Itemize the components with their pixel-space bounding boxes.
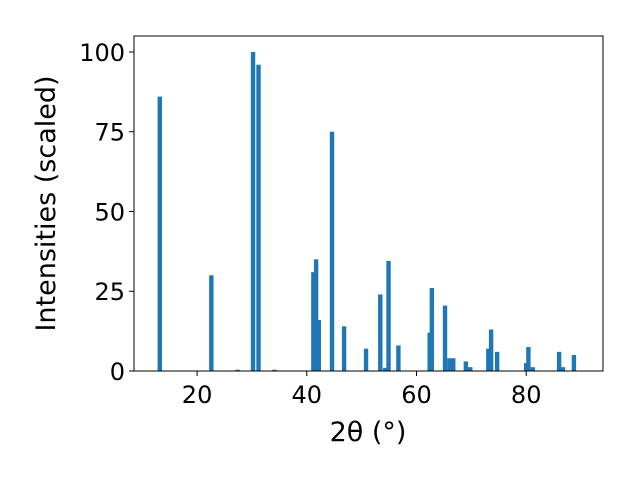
y-axis-label: Intensities (scaled) bbox=[31, 75, 62, 331]
bar-9 bbox=[329, 131, 335, 371]
bar-4 bbox=[256, 64, 261, 372]
bar-3 bbox=[250, 51, 256, 371]
y-tick-label: 0 bbox=[110, 358, 125, 386]
bar-17 bbox=[429, 288, 435, 371]
bar-5 bbox=[272, 369, 277, 371]
x-tick-label: 40 bbox=[292, 381, 323, 409]
bar-24 bbox=[488, 329, 494, 371]
x-axis-ticks: 20 40 60 80 bbox=[182, 371, 542, 409]
bar-12 bbox=[378, 294, 383, 371]
bar-22 bbox=[468, 367, 473, 371]
bar-11 bbox=[363, 348, 369, 371]
bar-30 bbox=[560, 367, 566, 371]
bar-23 bbox=[486, 348, 491, 371]
bar-25 bbox=[494, 351, 500, 371]
y-tick-label: 75 bbox=[94, 119, 125, 147]
bar-14 bbox=[386, 260, 391, 371]
plot-frame bbox=[133, 35, 604, 372]
x-tick-label: 20 bbox=[182, 381, 213, 409]
bar-2 bbox=[235, 369, 240, 371]
bar-31 bbox=[571, 355, 577, 371]
bar-19 bbox=[447, 358, 452, 371]
y-tick-label: 25 bbox=[94, 278, 125, 306]
bar-20 bbox=[451, 358, 456, 371]
bar-29 bbox=[556, 351, 562, 371]
bar-7 bbox=[313, 259, 319, 371]
bar-13 bbox=[383, 367, 388, 371]
bar-21 bbox=[463, 361, 469, 371]
bar-8 bbox=[316, 319, 322, 371]
bar-27 bbox=[526, 347, 531, 371]
y-tick-label: 100 bbox=[79, 39, 125, 67]
bar-15 bbox=[396, 345, 401, 371]
bar-18 bbox=[442, 305, 448, 371]
bar-10 bbox=[341, 326, 347, 371]
x-tick-label: 80 bbox=[511, 381, 542, 409]
x-axis-label: 2θ (°) bbox=[330, 417, 407, 448]
bar-6 bbox=[311, 272, 316, 371]
bar-1 bbox=[209, 275, 214, 371]
y-axis-ticks: 0 25 50 75 100 bbox=[79, 39, 134, 386]
bar-28 bbox=[530, 367, 535, 371]
bar-0 bbox=[157, 96, 162, 372]
y-tick-label: 50 bbox=[94, 198, 125, 226]
x-tick-label: 60 bbox=[401, 381, 432, 409]
bar-series bbox=[157, 51, 577, 372]
